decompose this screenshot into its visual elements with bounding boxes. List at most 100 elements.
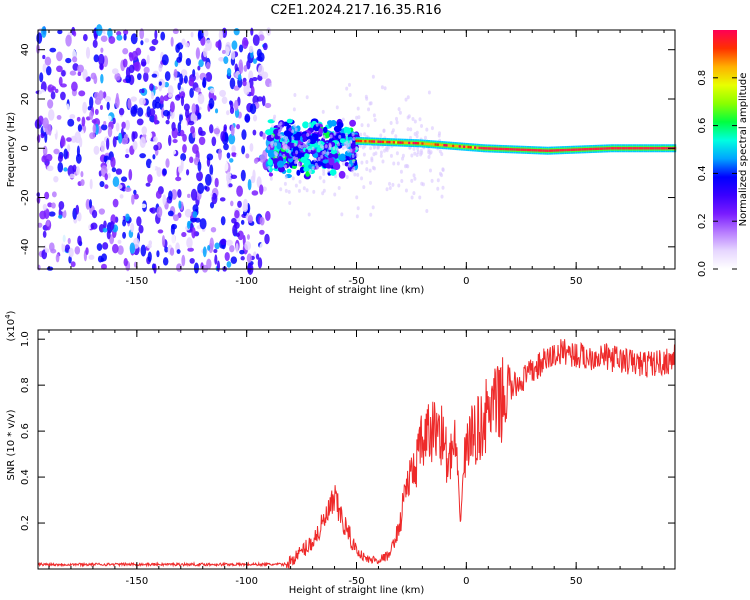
ridge-core (438, 143, 442, 147)
noise-blob (130, 96, 137, 102)
noise-blob (238, 62, 244, 74)
ridge-core (619, 147, 622, 150)
halo-blob (390, 130, 394, 135)
ridge-core (597, 147, 600, 150)
snr-y-tick-label: 0.6 (20, 423, 31, 439)
noise-blob (58, 76, 63, 86)
halo-blob (368, 101, 372, 106)
noise-blob (45, 153, 53, 162)
noise-blob (175, 43, 181, 53)
noise-blob (250, 85, 255, 97)
ridge-core (399, 141, 402, 144)
ridge-core (357, 139, 360, 143)
halo-blob (284, 175, 288, 180)
noise-blob (132, 140, 138, 151)
noise-blob (162, 257, 169, 266)
noise-blob (182, 144, 187, 154)
noise-blob (89, 132, 96, 140)
snr-y-tick-label: 1.0 (20, 331, 31, 347)
noise-blob (197, 29, 202, 42)
halo-blob (362, 152, 366, 157)
noise-blob (60, 135, 65, 148)
noise-blob (110, 156, 116, 168)
noise-blob (196, 171, 203, 182)
snr-y-tick-label: 0.2 (20, 515, 31, 531)
scatter-blob (276, 142, 282, 150)
ridge-core (616, 147, 620, 150)
ridge-core (368, 140, 371, 143)
scatter-blob (339, 137, 346, 144)
noise-blob (38, 115, 44, 126)
noise-blob (161, 80, 166, 88)
halo-blob (347, 148, 351, 153)
halo-blob (412, 146, 416, 151)
noise-blob (207, 244, 211, 251)
ridge-core (460, 145, 464, 148)
halo-blob (356, 106, 360, 111)
halo-blob (293, 160, 297, 165)
noise-blob (235, 242, 239, 253)
halo-blob (396, 161, 400, 166)
ridge-core (432, 143, 435, 146)
noise-blob (138, 225, 144, 234)
halo-blob (359, 132, 363, 137)
noise-blob (49, 47, 57, 53)
noise-blob (57, 29, 63, 35)
ridge-core (447, 144, 450, 147)
scatter-blob (292, 133, 300, 141)
halo-blob (267, 146, 271, 151)
noise-blob (226, 152, 231, 159)
noise-blob (120, 176, 128, 182)
ridge-core (487, 147, 490, 150)
noise-blob (173, 68, 178, 78)
noise-blob (102, 91, 107, 99)
noise-blob (131, 50, 138, 61)
halo-blob (332, 146, 336, 151)
noise-blob (122, 219, 127, 227)
snr-x-tick-label: 0 (463, 576, 469, 587)
noise-blob (149, 83, 154, 91)
noise-blob (85, 247, 89, 256)
noise-blob (107, 115, 112, 122)
noise-blob (112, 198, 119, 208)
halo-blob (440, 194, 444, 199)
noise-blob (81, 116, 86, 127)
ridge-core (518, 148, 521, 151)
noise-blob (44, 56, 52, 66)
halo-blob (371, 165, 375, 170)
ridge-core (449, 144, 453, 147)
noise-blob (162, 168, 167, 176)
halo-blob (284, 188, 288, 193)
snr-ticks: -150 -100 -50 0 50 0.2 0.4 0.6 0.8 1.0 (20, 330, 675, 587)
ridge-core (540, 149, 543, 152)
noise-blob (184, 208, 192, 218)
noise-blob (178, 109, 186, 115)
ridge-core (469, 146, 472, 149)
noise-blob (189, 258, 195, 264)
noise-blob (209, 87, 215, 94)
noise-blob (244, 241, 252, 251)
ridge-core (520, 148, 523, 151)
noise-blob (89, 178, 93, 190)
noise-blob (148, 132, 153, 139)
noise-blob (125, 213, 130, 222)
noise-blob (164, 81, 170, 88)
halo-blob (425, 209, 429, 214)
scatter-blob (292, 164, 297, 170)
noise-blob (209, 124, 214, 134)
ridge-core (654, 147, 657, 150)
noise-blob (147, 212, 151, 218)
noise-blob (67, 118, 75, 127)
noise-blob (154, 101, 161, 109)
noise-blob (57, 154, 63, 163)
noise-blob (177, 82, 181, 91)
halo-blob (284, 164, 288, 169)
noise-blob (205, 72, 213, 82)
ridge-core (630, 147, 633, 150)
noise-blob (199, 218, 207, 230)
noise-blob (165, 158, 170, 168)
noise-blob (100, 47, 104, 53)
noise-blob (157, 229, 164, 234)
noise-blob (222, 161, 229, 172)
halo-blob (399, 169, 403, 174)
